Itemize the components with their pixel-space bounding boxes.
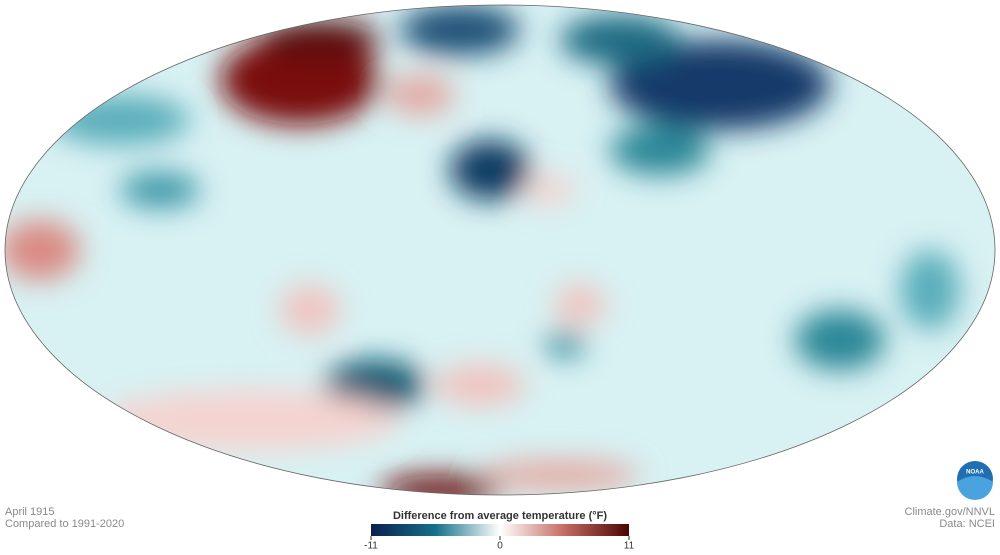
data-credit: Data: NCEI (939, 518, 995, 530)
noaa-logo: NOAA (957, 461, 993, 500)
legend-title: Difference from average temperature (°F) (393, 510, 607, 522)
baseline: Compared to 1991-2020 (5, 518, 124, 530)
map-outline (4, 4, 996, 496)
tick-label: 11 (624, 541, 635, 552)
logo-text: NOAA (966, 470, 984, 476)
map (5, 5, 995, 495)
colorbar (371, 524, 629, 536)
tick-label: -11 (364, 541, 378, 552)
tick-label: 0 (497, 541, 503, 552)
date: April 1915 (5, 506, 55, 518)
source: Climate.gov/NNVL (905, 506, 995, 518)
colorbar-ticks: -11 0 11 (364, 536, 635, 552)
